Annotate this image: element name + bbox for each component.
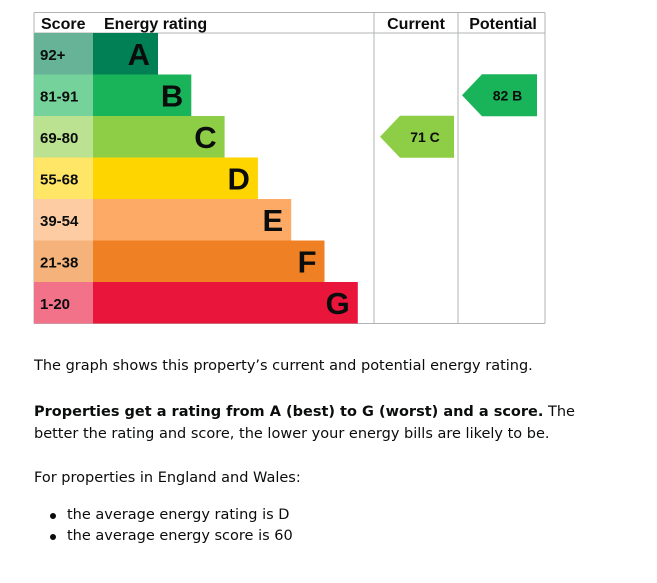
band-g: 1-20 G [34, 282, 358, 324]
current-header: Current [387, 16, 445, 33]
rating-bar [93, 157, 258, 199]
score-range-cell [34, 33, 93, 75]
rating-bands: 92+ A 81-91 B 69-80 C 55-68 D 39-54 E 21-38 F 1-20 G [34, 33, 358, 324]
averages-list: the average energy rating is D the avera… [34, 505, 293, 547]
potential-rating-arrow-shape [462, 74, 537, 117]
band-e: 39-54 E [34, 199, 292, 241]
ratings-explanation-bold: Properties get a rating from A (best) to… [34, 404, 544, 420]
rating-bar [93, 282, 358, 324]
potential-rating-arrow: 82 B [462, 74, 537, 117]
score-range-label: 39-54 [40, 213, 79, 230]
band-d: 55-68 D [34, 157, 258, 199]
score-range-label: 81-91 [40, 88, 78, 105]
graph-description-text: The graph shows this property’s current … [34, 358, 533, 374]
rating-letter: A [128, 37, 150, 72]
rating-letter: D [228, 161, 250, 196]
score-range-cell [34, 282, 93, 324]
graph-description: The graph shows this property’s current … [34, 355, 594, 377]
epc-chart: Score Energy rating Current Potential 92… [33, 12, 546, 324]
average-score-item: the average energy score is 60 [34, 526, 293, 547]
rating-letter: C [194, 120, 216, 155]
ratings-explanation-rest: The better the rating and score, the low… [34, 404, 575, 442]
potential-rating-arrow-label: 82 B [493, 87, 523, 103]
current-rating-arrow-shape [380, 115, 454, 158]
score-range-cell [34, 157, 93, 199]
rating-bar [93, 74, 192, 116]
potential-header: Potential [469, 16, 537, 33]
score-range-label: 1-20 [40, 296, 70, 313]
band-f: 21-38 F [34, 240, 325, 282]
score-range-cell [34, 199, 93, 241]
average-rating-item: the average energy rating is D [34, 505, 293, 526]
score-range-cell [34, 116, 93, 158]
rating-bar [93, 199, 292, 241]
chart-header: Score Energy rating Current Potential [41, 16, 537, 33]
rating-letter: G [326, 286, 350, 321]
current-rating-arrow-label: 71 C [410, 129, 440, 145]
rating-bar [93, 116, 225, 158]
rating-letter: F [298, 244, 317, 279]
region-intro: For properties in England and Wales: [34, 467, 594, 489]
band-b: 81-91 B [34, 74, 192, 116]
score-range-label: 69-80 [40, 130, 78, 147]
region-intro-text: For properties in England and Wales: [34, 470, 301, 486]
score-range-label: 92+ [40, 47, 66, 64]
rating-bar [93, 240, 325, 282]
ratings-explanation: Properties get a rating from A (best) to… [34, 401, 594, 445]
score-range-cell [34, 74, 93, 116]
rating-letter: E [263, 203, 284, 238]
score-range-label: 55-68 [40, 171, 78, 188]
current-rating-arrow: 71 C [380, 115, 454, 158]
rating-indicators: 71 C 82 B [380, 74, 537, 158]
rating-letter: B [161, 78, 183, 113]
band-c: 69-80 C [34, 116, 225, 158]
energy-rating-header: Energy rating [104, 16, 207, 33]
band-a: 92+ A [34, 33, 158, 75]
score-range-label: 21-38 [40, 254, 78, 271]
score-range-cell [34, 240, 93, 282]
score-header: Score [41, 16, 86, 33]
rating-bar [93, 33, 158, 75]
